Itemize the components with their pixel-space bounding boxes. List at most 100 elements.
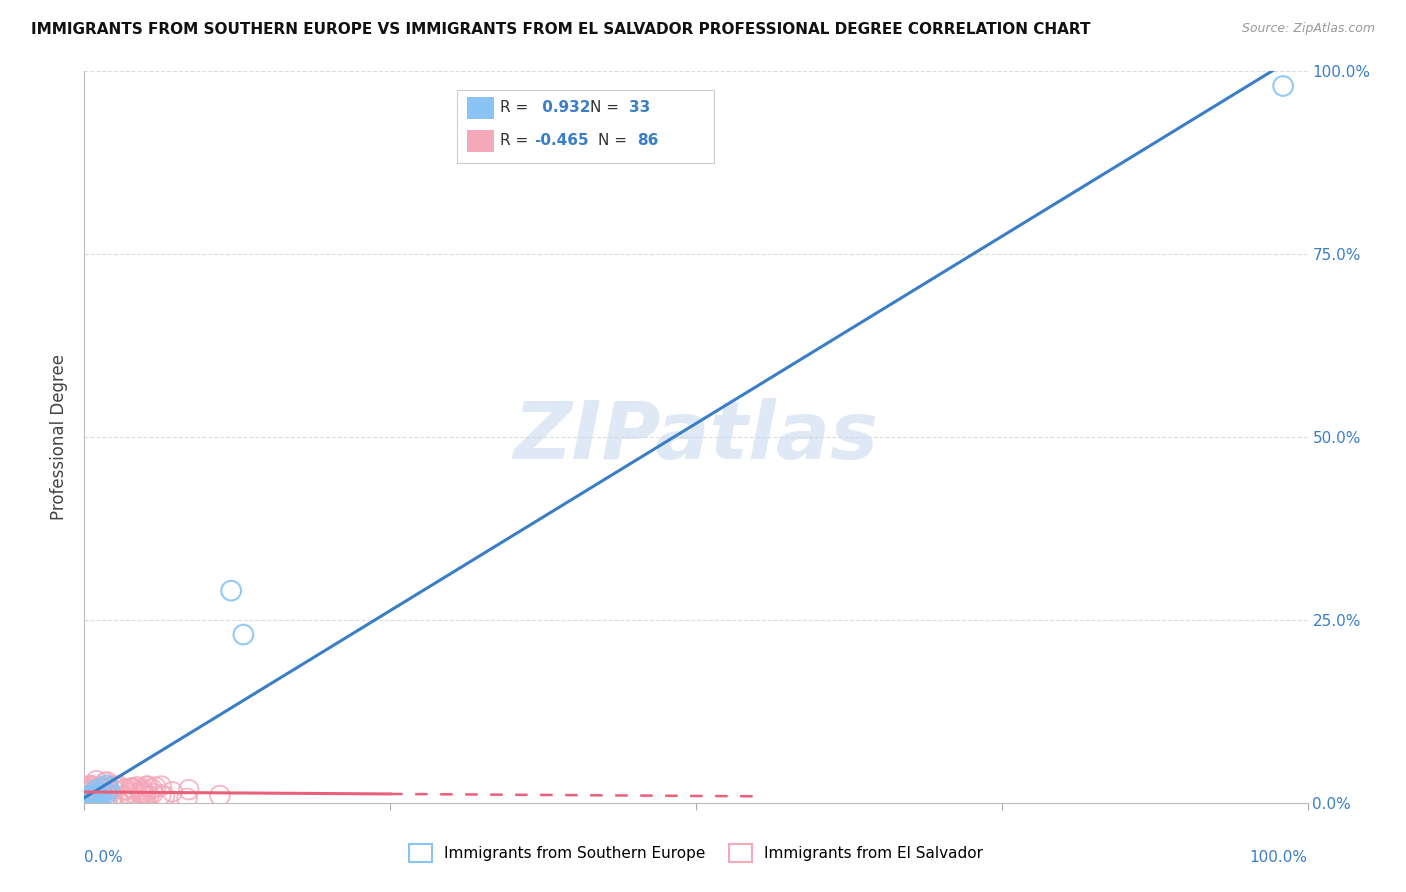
Point (82, 794, 104, 808)
Point (138, 789, 160, 803)
Point (107, 792, 129, 806)
Point (75, 780, 97, 795)
Text: -0.465: -0.465 (534, 133, 589, 148)
Point (107, 779, 129, 793)
Point (84, 789, 107, 804)
Point (129, 786, 152, 800)
Point (150, 779, 173, 793)
Point (128, 783, 150, 797)
Point (132, 781, 155, 796)
Y-axis label: Professional Degree: Professional Degree (51, 354, 69, 520)
Text: ZIPatlas: ZIPatlas (513, 398, 879, 476)
Point (89, 783, 111, 797)
Point (117, 787, 139, 801)
Point (101, 791, 124, 805)
Point (83, 795, 105, 809)
Point (84, 783, 107, 797)
Point (75, 792, 97, 806)
Point (87, 789, 110, 804)
Point (83, 792, 105, 806)
Point (75, 780, 97, 794)
Point (96, 780, 118, 795)
Point (83, 794, 105, 808)
Point (103, 779, 125, 793)
Point (132, 784, 155, 798)
Point (79, 783, 101, 797)
Point (96, 786, 118, 800)
Point (120, 792, 142, 806)
Point (134, 795, 156, 809)
Point (97, 782, 120, 797)
Point (96, 775, 118, 789)
Point (79, 779, 101, 793)
Point (79, 784, 101, 798)
FancyBboxPatch shape (457, 90, 714, 163)
Point (87, 787, 110, 801)
Point (120, 780, 142, 795)
Point (79, 782, 101, 797)
Point (82, 791, 104, 805)
FancyBboxPatch shape (467, 97, 494, 119)
Point (79, 783, 101, 797)
Point (93, 783, 115, 797)
Point (76, 793, 98, 807)
Point (136, 779, 159, 793)
Point (87, 787, 110, 801)
Point (100, 791, 122, 805)
Point (114, 782, 136, 797)
Point (232, 627, 254, 641)
Point (86, 786, 108, 800)
Point (83, 789, 105, 803)
Point (94, 791, 117, 805)
Point (125, 780, 148, 794)
Point (142, 787, 165, 801)
Point (84, 789, 107, 803)
Point (86, 773, 108, 788)
Point (75, 789, 97, 803)
Point (112, 789, 135, 803)
Point (80, 778, 103, 792)
Point (80, 789, 103, 803)
Text: 0.0%: 0.0% (84, 850, 124, 865)
Point (90, 780, 112, 795)
Point (132, 786, 155, 800)
Point (84, 782, 107, 797)
Point (145, 780, 167, 795)
Point (135, 780, 157, 794)
Text: 86: 86 (637, 133, 658, 148)
Point (153, 789, 176, 803)
Point (79, 790, 101, 805)
Point (149, 788, 172, 802)
Point (176, 791, 198, 805)
Point (87, 788, 110, 802)
Point (84, 786, 107, 800)
Text: Source: ZipAtlas.com: Source: ZipAtlas.com (1241, 22, 1375, 36)
Text: 33: 33 (628, 101, 650, 115)
Point (132, 788, 155, 802)
Text: N =: N = (598, 133, 631, 148)
Point (76, 785, 98, 799)
Point (121, 780, 143, 795)
Point (83, 791, 105, 805)
Point (79, 789, 101, 804)
Point (100, 791, 122, 805)
Point (96, 794, 118, 808)
Point (80, 796, 103, 810)
Point (82, 794, 104, 808)
Point (79, 779, 101, 793)
FancyBboxPatch shape (467, 130, 494, 152)
Point (86, 788, 108, 802)
Point (141, 781, 163, 796)
Point (80, 789, 103, 803)
Point (77, 796, 100, 810)
Point (208, 789, 231, 803)
Point (80, 782, 103, 797)
Point (96, 779, 118, 793)
Point (80, 787, 103, 801)
Point (75, 795, 97, 809)
Point (76, 789, 98, 804)
Point (134, 789, 156, 803)
Point (82, 796, 104, 810)
Point (219, 583, 242, 598)
Point (80, 789, 103, 803)
